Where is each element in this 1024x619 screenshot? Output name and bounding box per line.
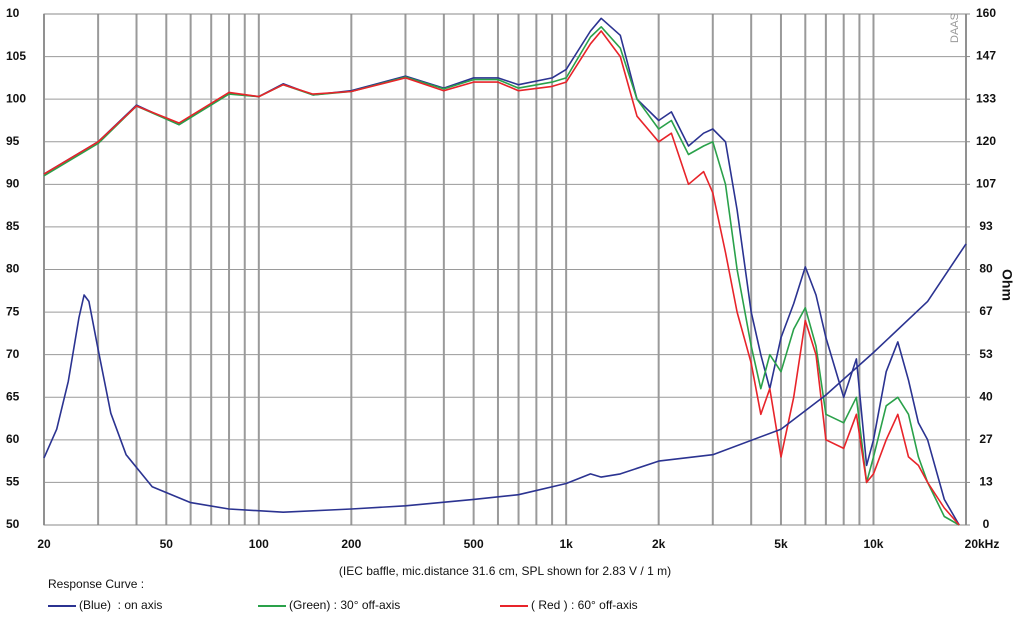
- y-tick-label: 80: [6, 262, 20, 276]
- x-tick-label: 2k: [652, 537, 666, 551]
- y-tick-label: 85: [6, 219, 20, 233]
- y2-tick-label: 27: [979, 432, 993, 446]
- annotation: (IEC baffle, mic.distance 31.6 cm, SPL s…: [339, 564, 671, 578]
- watermark: DAAS: [949, 13, 961, 43]
- labels: 5055606570758085909510010510013274053678…: [6, 6, 999, 551]
- x-tick-label: 5k: [774, 537, 788, 551]
- legend-label: ( Red ) : 60° off-axis: [531, 598, 638, 612]
- y2-tick-label: 160: [976, 6, 996, 20]
- x-tick-label: 20kHz: [965, 537, 1000, 551]
- y-tick-label: 100: [6, 91, 26, 105]
- y-tick-label: 95: [6, 134, 20, 148]
- y-tick-label: 105: [6, 49, 26, 63]
- x-tick-label: 1k: [559, 537, 573, 551]
- y2-axis-label: Ohm: [999, 269, 1015, 301]
- y-tick-label: 65: [6, 389, 20, 403]
- y-tick-label: 60: [6, 432, 20, 446]
- y2-tick-label: 93: [979, 219, 993, 233]
- y2-tick-label: 120: [976, 134, 996, 148]
- legend: (Blue) : on axis (Green) : 30° off-axis ( …: [48, 598, 638, 612]
- x-tick-label: 10k: [863, 537, 883, 551]
- response-curve: [43, 30, 960, 526]
- impedance-curve: [43, 243, 967, 513]
- legend-label: (Blue) : on axis: [79, 598, 162, 612]
- x-tick-label: 100: [249, 537, 269, 551]
- y-tick-label: 70: [6, 347, 20, 361]
- y2-tick-label: 147: [976, 49, 996, 63]
- x-tick-label: 500: [464, 537, 484, 551]
- y2-tick-label: 0: [983, 517, 990, 531]
- y-tick-label: 55: [6, 475, 20, 489]
- y-tick-label: 90: [6, 177, 20, 191]
- x-tick-label: 200: [341, 537, 361, 551]
- y-tick-label: 10: [6, 6, 20, 20]
- x-tick-label: 20: [37, 537, 51, 551]
- y2-tick-label: 133: [976, 91, 996, 105]
- y-tick-label: 75: [6, 304, 20, 318]
- x-tick-label: 50: [160, 537, 174, 551]
- y2-tick-label: 107: [976, 176, 996, 190]
- y2-tick-label: 80: [979, 262, 993, 276]
- y2-tick-label: 67: [979, 304, 993, 318]
- legend-title: Response Curve :: [48, 577, 144, 591]
- y-tick-label: 50: [6, 517, 20, 531]
- y2-tick-label: 53: [979, 347, 993, 361]
- legend-label: (Green) : 30° off-axis: [289, 598, 400, 612]
- y2-tick-label: 13: [979, 475, 993, 489]
- y2-tick-label: 40: [979, 389, 993, 403]
- plot-lines: [43, 17, 967, 526]
